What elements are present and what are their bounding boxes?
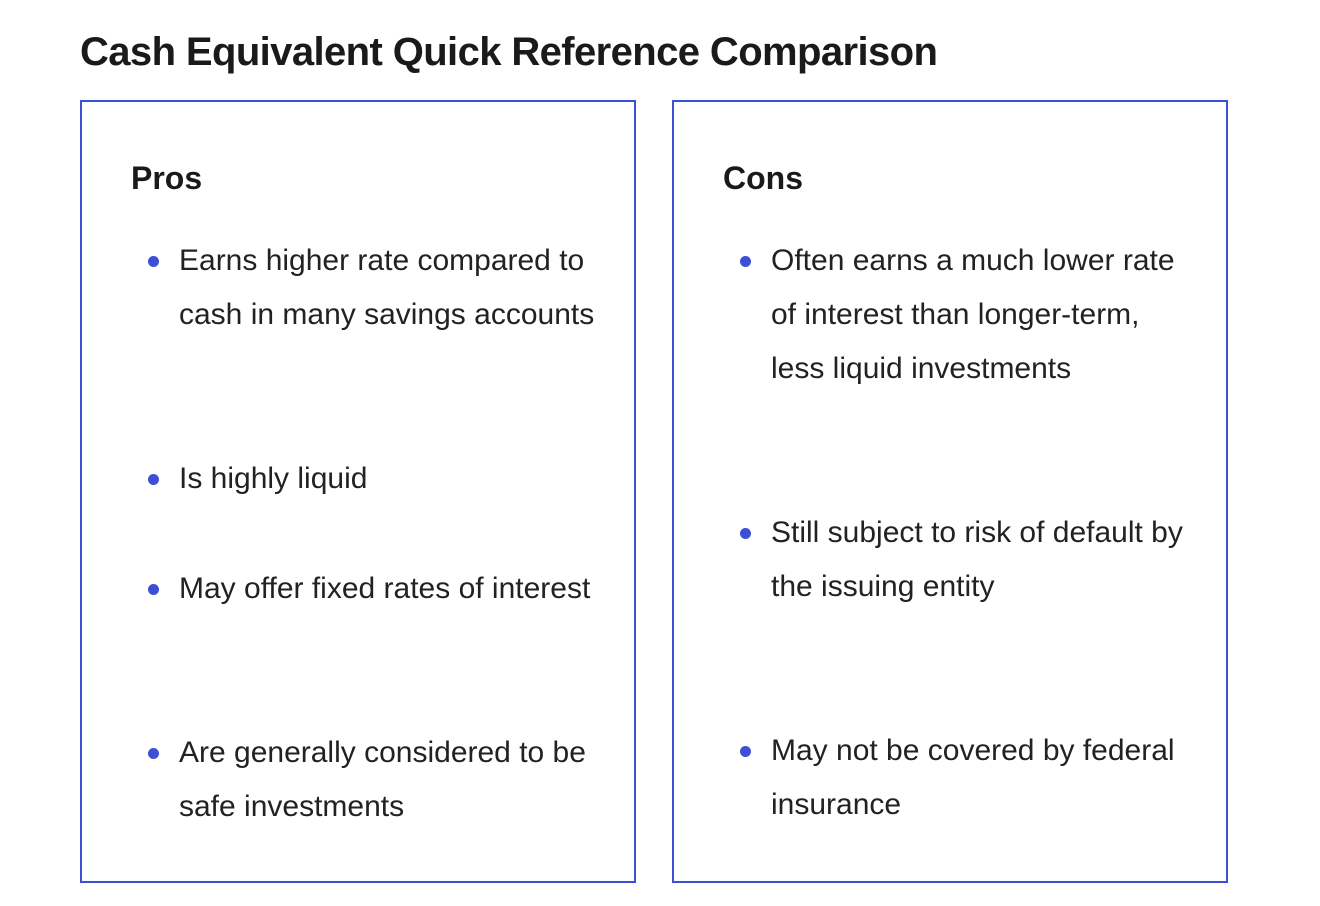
pros-item-text: May offer fixed rates of interest xyxy=(179,572,591,605)
pros-list-item: Are generally considered to be safe inve… xyxy=(148,726,609,834)
pros-list-item: Is highly liquid xyxy=(148,452,609,506)
pros-item-text: Are generally considered to be safe inve… xyxy=(179,736,586,823)
pros-item-text: Is highly liquid xyxy=(179,462,368,495)
cons-list-item: Still subject to risk of default by the … xyxy=(740,506,1191,614)
cons-item-text: May not be covered by federal insurance xyxy=(771,734,1175,821)
bullet-dot-icon xyxy=(148,474,159,485)
bullet-dot-icon xyxy=(148,584,159,595)
pros-list-item: May offer fixed rates of interest xyxy=(148,562,609,616)
cons-heading: Cons xyxy=(723,160,803,196)
cons-item-text: Still subject to risk of default by the … xyxy=(771,516,1183,603)
cons-list-item: May not be covered by federal insurance xyxy=(740,724,1191,832)
bullet-dot-icon xyxy=(740,528,751,539)
bullet-dot-icon xyxy=(148,256,159,267)
cons-item-text: Often earns a much lower rate of interes… xyxy=(771,244,1175,385)
pros-item-text: Earns higher rate compared to cash in ma… xyxy=(179,244,595,331)
bullet-dot-icon xyxy=(740,746,751,757)
pros-list-item: Earns higher rate compared to cash in ma… xyxy=(148,234,609,342)
bullet-dot-icon xyxy=(740,256,751,267)
cons-card: Cons Often earns a much lower rate of in… xyxy=(672,100,1228,883)
cons-list-item: Often earns a much lower rate of interes… xyxy=(740,234,1191,396)
bullet-dot-icon xyxy=(148,748,159,759)
pros-heading: Pros xyxy=(131,160,203,196)
page-title: Cash Equivalent Quick Reference Comparis… xyxy=(80,30,938,74)
pros-card: Pros Earns higher rate compared to cash … xyxy=(80,100,636,883)
